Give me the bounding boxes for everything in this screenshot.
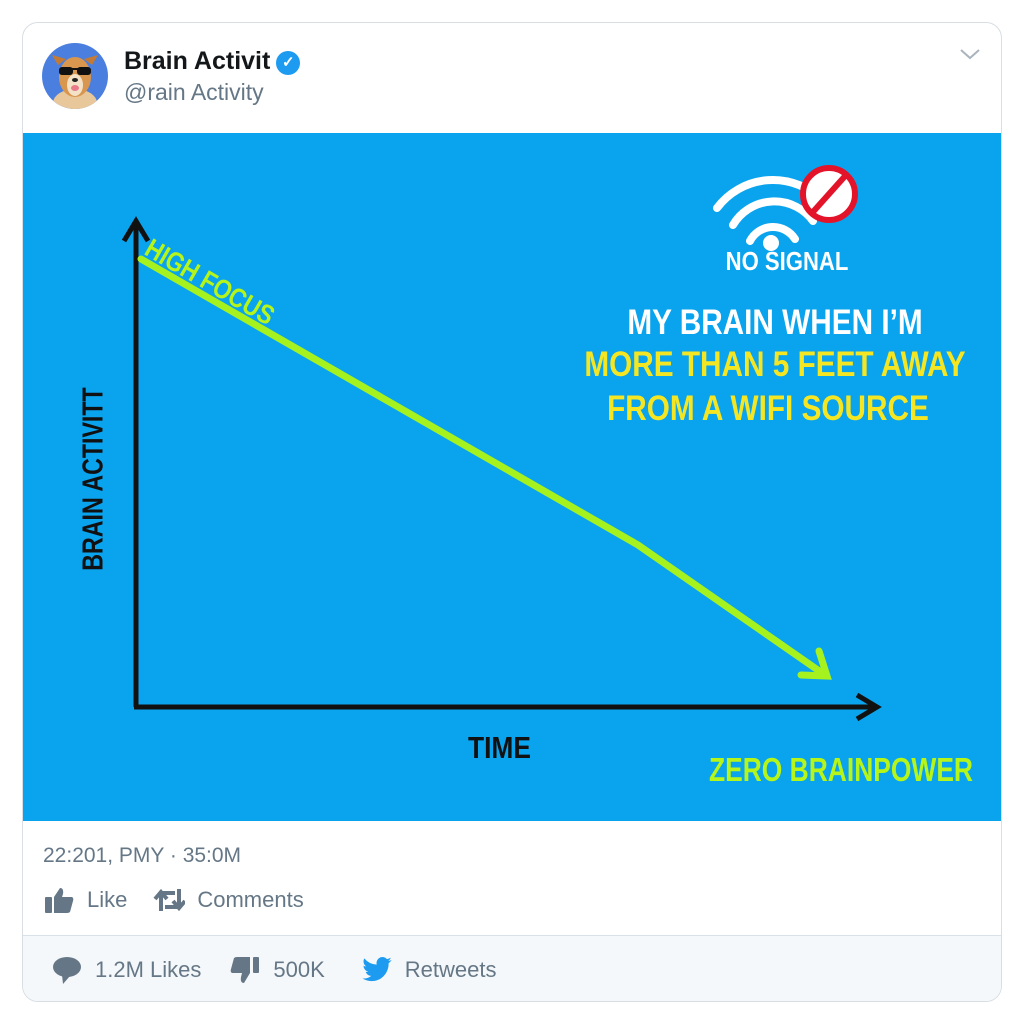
dog-avatar-icon [52, 55, 98, 109]
meme-image: HIGH FOCUS BRAIN ACTIVITT TIME ZERO BRAI… [23, 133, 1001, 821]
y-axis [121, 216, 151, 707]
comments-button[interactable]: Comments [197, 887, 304, 912]
retweets-link[interactable]: Retweets [404, 956, 497, 982]
x-axis [134, 692, 882, 722]
user-handle[interactable]: @rain Activity [124, 79, 264, 105]
likes-count[interactable]: 1.2M Likes [95, 956, 202, 982]
trend-line [137, 255, 832, 680]
no-entry-icon [800, 165, 858, 223]
signal-label: NO SIGNAL [725, 246, 849, 276]
retweet-icon[interactable] [153, 885, 186, 915]
caption-line-2: MORE THAN 5 FEET AWAY [584, 345, 966, 384]
timestamp[interactable]: 22:201, PMY · 35:0M [43, 844, 242, 867]
x-axis-label: TIME [468, 730, 531, 765]
tweet-card: Brain Activit ✓ @rain Activity HIGH FO [22, 22, 1002, 1002]
chevron-down-icon[interactable] [959, 45, 981, 67]
stats-bar: 1.2M Likes 500K Retweets [23, 935, 1001, 1001]
caption-line-3: FROM A WIFI SOURCE [607, 389, 929, 428]
display-name[interactable]: Brain Activit ✓ [124, 47, 301, 76]
wifi-dot-icon [763, 235, 779, 251]
verified-badge-icon: ✓ [276, 51, 301, 75]
dislikes-count[interactable]: 500K [273, 956, 325, 982]
twitter-bird-icon[interactable] [361, 955, 393, 985]
action-bar: Like Comments [43, 885, 304, 915]
y-axis-label: BRAIN ACTIVITT [77, 387, 110, 571]
avatar[interactable] [42, 43, 108, 109]
thumbs-up-icon[interactable] [43, 885, 75, 915]
caption-line-1: MY BRAIN WHEN I’M [627, 303, 923, 342]
end-label: ZERO BRAINPOWER [709, 751, 973, 788]
speech-bubble-icon[interactable] [51, 955, 83, 985]
like-button[interactable]: Like [87, 887, 128, 912]
thumbs-down-icon[interactable] [229, 955, 261, 985]
chart-graphic [121, 165, 882, 722]
